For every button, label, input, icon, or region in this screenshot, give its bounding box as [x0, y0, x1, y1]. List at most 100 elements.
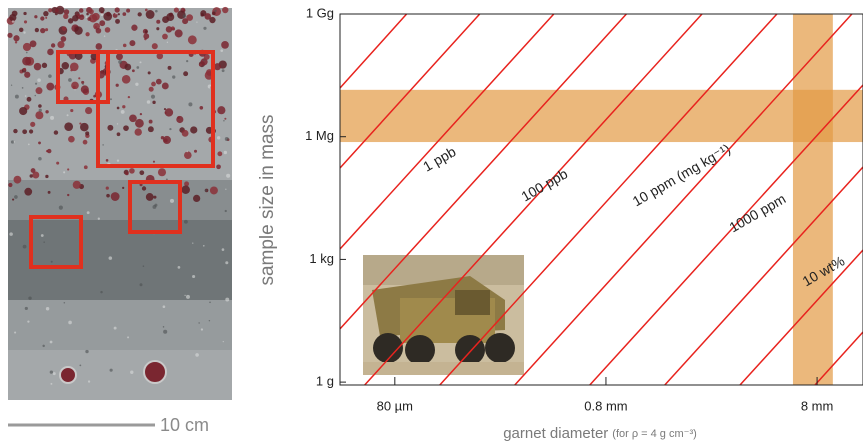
rock-speck: [196, 21, 197, 22]
rock-speck: [195, 353, 199, 357]
rock-speck: [9, 232, 13, 236]
truck-wheel: [405, 335, 435, 365]
garnet-grain: [62, 26, 67, 31]
rock-speck: [147, 100, 151, 104]
garnet-grain: [163, 136, 171, 144]
garnet-grain: [74, 26, 82, 34]
rock-speck: [220, 49, 223, 52]
rock-speck: [68, 321, 72, 325]
rock-speck: [143, 265, 145, 267]
garnet-grain: [85, 32, 89, 36]
rock-speck: [209, 301, 211, 303]
garnet-grain: [128, 96, 130, 98]
garnet-grain: [122, 12, 126, 16]
garnet-grain: [95, 26, 97, 28]
garnet-grain: [144, 361, 166, 383]
garnet-grain: [146, 10, 155, 19]
rock-speck: [51, 261, 53, 263]
garnet-grain: [209, 17, 215, 23]
garnet-grain: [35, 111, 43, 119]
rock-speck: [46, 307, 49, 310]
garnet-grain: [162, 34, 168, 40]
garnet-grain: [63, 14, 68, 19]
garnet-grain: [169, 13, 173, 17]
rock-speck: [43, 241, 45, 243]
truck-photo: [363, 255, 524, 375]
garnet-grain: [86, 13, 89, 16]
rock-speck: [85, 350, 88, 353]
y-axis-label: sample size in mass: [257, 114, 278, 285]
garnet-grain: [143, 33, 149, 39]
rock-speck: [205, 189, 207, 191]
garnet-grain: [106, 12, 111, 17]
garnet-grain: [153, 161, 155, 163]
garnet-grain: [24, 72, 30, 78]
rock-speck: [225, 189, 226, 190]
rock-speck: [25, 307, 28, 310]
garnet-grain: [106, 194, 110, 198]
rock-speck: [203, 245, 205, 247]
rock-speck: [223, 120, 225, 122]
rock-speck: [50, 370, 53, 373]
rock-speck: [130, 371, 133, 374]
garnet-grain: [46, 83, 54, 91]
line-label: 10 ppm (mg kg⁻¹): [630, 140, 733, 209]
garnet-grain: [184, 151, 192, 159]
garnet-grain: [35, 28, 39, 32]
rock-layer: [8, 300, 232, 350]
rock-speck: [28, 296, 31, 299]
garnet-grain: [122, 75, 131, 84]
garnet-grain: [29, 129, 33, 133]
rock-speck: [224, 151, 227, 154]
rock-speck: [140, 283, 143, 286]
x-tick-label: 80 µm: [377, 398, 413, 413]
rock-speck: [102, 144, 104, 146]
rock-speck: [186, 295, 190, 299]
rock-speck: [163, 326, 165, 328]
garnet-grain: [81, 85, 89, 93]
garnet-grain: [123, 44, 127, 48]
garnet-grain: [186, 14, 193, 21]
garnet-grain: [40, 28, 45, 33]
rock-speck: [170, 199, 174, 203]
garnet-grain: [23, 68, 26, 71]
garnet-grain: [40, 16, 44, 20]
garnet-grain: [168, 66, 172, 70]
concentration-line: [440, 14, 777, 385]
garnet-grain: [146, 193, 154, 201]
x-tick-label: 8 mm: [801, 398, 834, 413]
rock-speck: [86, 16, 88, 18]
rock-speck: [37, 78, 41, 82]
rock-speck: [98, 218, 100, 220]
rock-speck: [39, 109, 42, 112]
garnet-grain: [48, 191, 51, 194]
garnet-grain: [79, 122, 81, 124]
garnet-grain: [152, 43, 158, 49]
rock-speck: [67, 114, 69, 116]
garnet-grain: [30, 122, 35, 127]
garnet-grain: [200, 106, 204, 110]
garnet-grain: [135, 119, 144, 128]
rock-speck: [225, 210, 227, 212]
garnet-grain: [56, 162, 59, 165]
garnet-grain: [7, 33, 12, 38]
garnet-grain: [43, 11, 48, 16]
garnet-grain: [106, 159, 109, 162]
garnet-grain: [81, 81, 84, 84]
garnet-grain: [142, 186, 146, 190]
rock-speck: [87, 211, 90, 214]
garnet-grain: [14, 176, 22, 184]
garnet-grain: [183, 9, 185, 11]
garnet-grain: [140, 113, 142, 115]
garnet-grain: [145, 30, 148, 33]
rock-speck: [192, 242, 193, 243]
band: [340, 90, 863, 142]
rock-speck: [184, 295, 185, 296]
garnet-grain: [85, 107, 92, 114]
garnet-grain: [193, 195, 200, 202]
garnet-grain: [156, 20, 160, 24]
garnet-grain: [70, 109, 73, 112]
garnet-grain: [83, 140, 88, 145]
rock-speck: [110, 98, 112, 100]
garnet-grain: [156, 79, 162, 85]
